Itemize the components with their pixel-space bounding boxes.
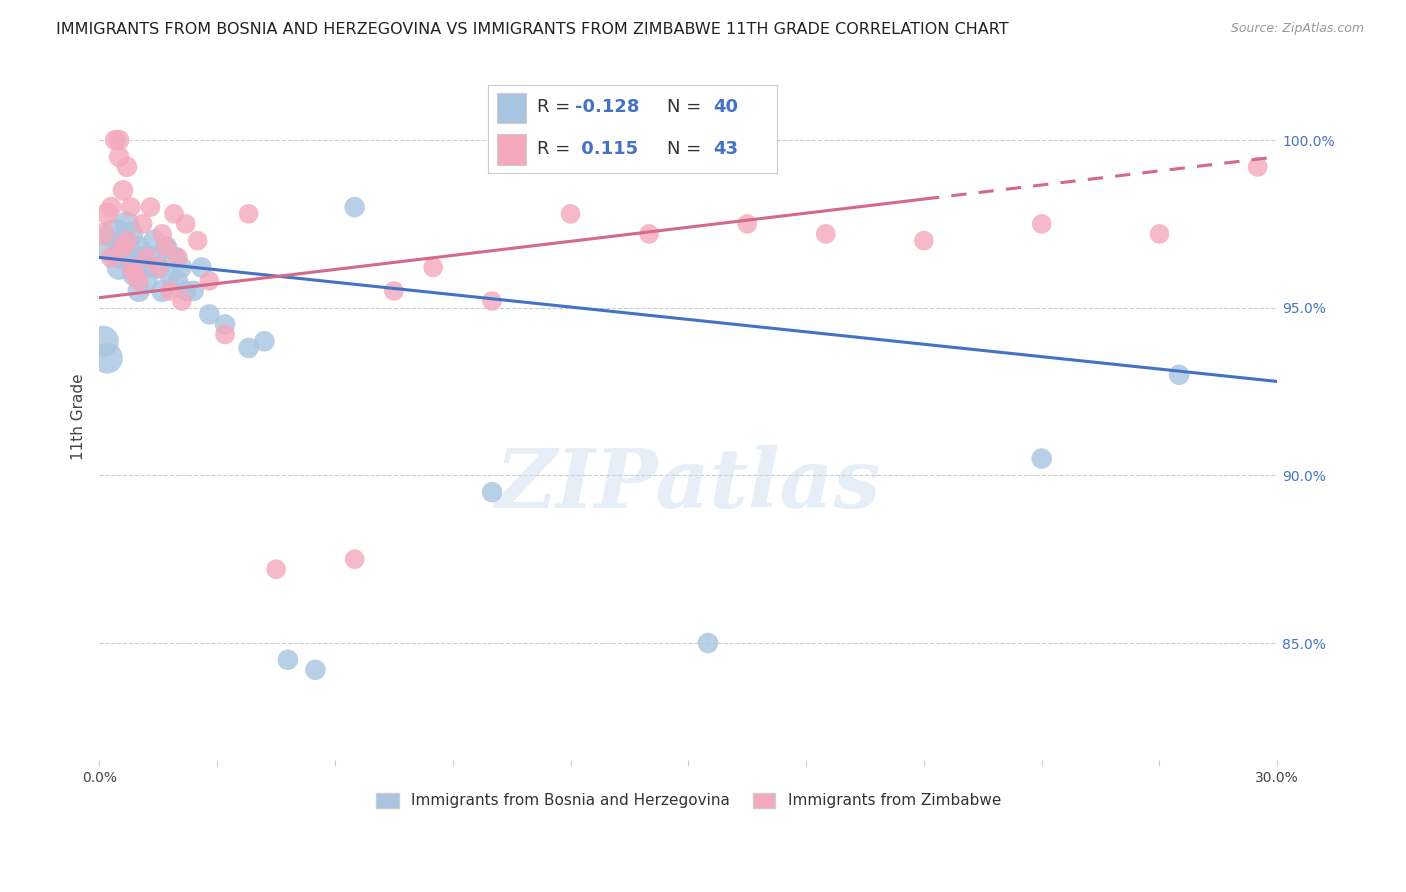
Point [124,267,146,281]
Point [167,274,190,288]
Point [735,217,758,231]
Point [148,260,170,275]
Text: IMMIGRANTS FROM BOSNIA AND HERZEGOVINA VS IMMIGRANTS FROM ZIMBABWE 11TH GRADE CO: IMMIGRANTS FROM BOSNIA AND HERZEGOVINA V… [56,22,1010,37]
Point [135,260,157,275]
Point [214,327,236,342]
Point [343,552,366,566]
Point [638,227,661,241]
Text: ZIPatlas: ZIPatlas [495,445,882,525]
Point [135,251,157,265]
Point [167,251,190,265]
Point [1149,227,1171,241]
Point [135,274,157,288]
Point [108,133,131,147]
Point [214,318,236,332]
Point [155,240,177,254]
Point [422,260,444,275]
Point [481,293,503,308]
Point [100,200,122,214]
Point [343,200,366,214]
Point [108,260,131,275]
Point [115,240,138,254]
Point [1246,160,1268,174]
Point [159,284,181,298]
Point [170,260,193,275]
Point [174,217,197,231]
Point [139,251,162,265]
Point [96,351,118,365]
Point [174,284,197,298]
Point [238,207,260,221]
Text: Source: ZipAtlas.com: Source: ZipAtlas.com [1230,22,1364,36]
Point [120,251,142,265]
Point [481,485,503,500]
Point [382,284,405,298]
Point [150,227,173,241]
Point [96,207,118,221]
Point [115,217,138,231]
Point [697,636,720,650]
Legend: Immigrants from Bosnia and Herzegovina, Immigrants from Zimbabwe: Immigrants from Bosnia and Herzegovina, … [370,787,1007,814]
Point [111,234,134,248]
Point [108,150,131,164]
Point [187,234,209,248]
Point [128,284,150,298]
Point [100,240,122,254]
Y-axis label: 11th Grade: 11th Grade [72,374,86,460]
Point [111,183,134,197]
Point [128,240,150,254]
Point [238,341,260,355]
Point [93,334,115,349]
Point [304,663,326,677]
Point [198,307,221,321]
Point [155,240,177,254]
Point [111,251,134,265]
Point [131,251,153,265]
Point [264,562,287,576]
Point [159,267,181,281]
Point [183,284,205,298]
Point [143,234,166,248]
Point [1031,451,1053,466]
Point [1168,368,1191,382]
Point [253,334,276,349]
Point [131,217,153,231]
Point [1031,217,1053,231]
Point [163,251,186,265]
Point [120,260,142,275]
Point [198,274,221,288]
Point [150,284,173,298]
Point [148,260,170,275]
Point [120,227,142,241]
Point [190,260,212,275]
Point [277,653,299,667]
Point [814,227,837,241]
Point [120,200,142,214]
Point [560,207,582,221]
Point [170,293,193,308]
Point [912,234,935,248]
Point [128,274,150,288]
Point [111,240,134,254]
Point [124,267,146,281]
Point [104,133,127,147]
Point [100,251,122,265]
Point [104,227,127,241]
Point [93,227,115,241]
Point [163,207,186,221]
Point [115,160,138,174]
Point [139,200,162,214]
Point [115,234,138,248]
